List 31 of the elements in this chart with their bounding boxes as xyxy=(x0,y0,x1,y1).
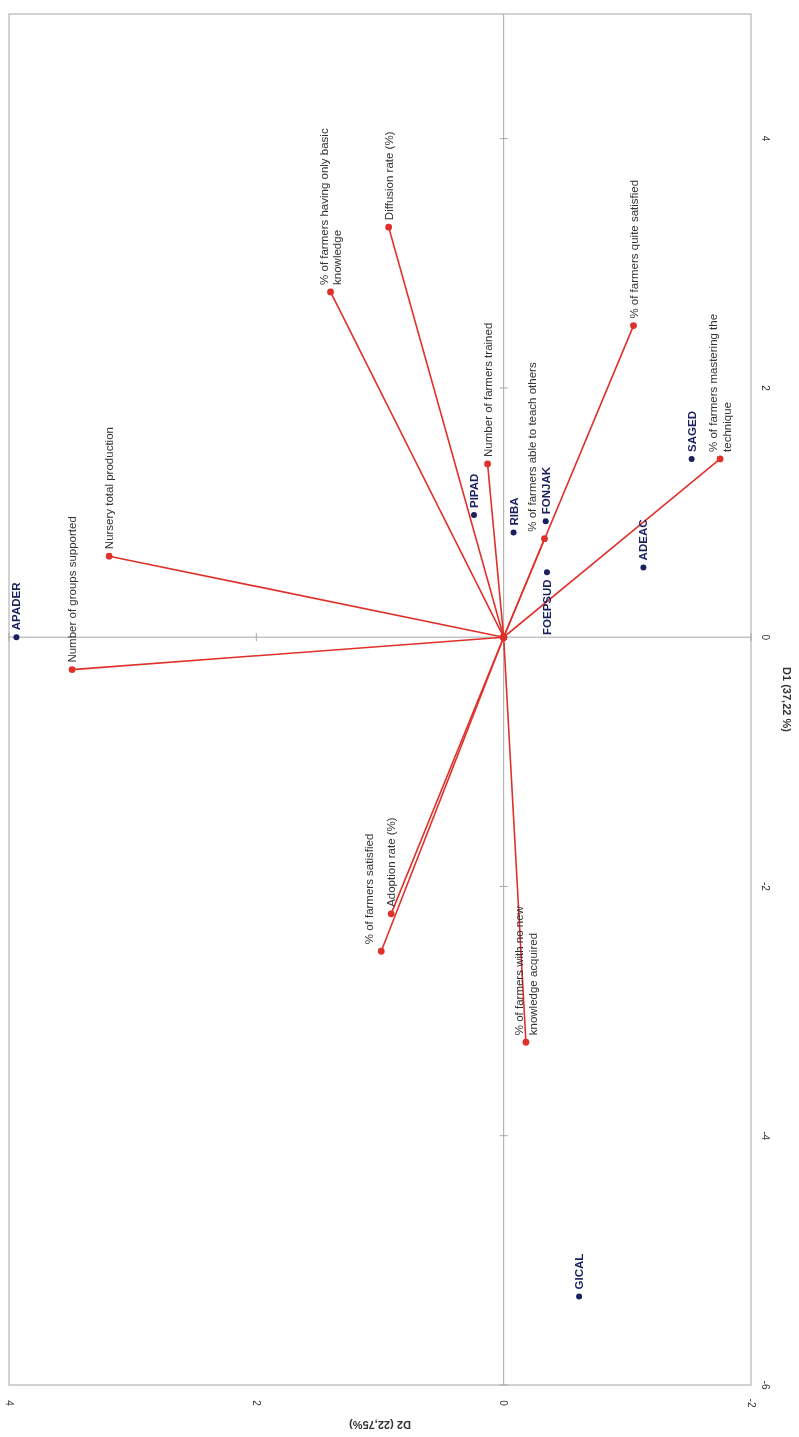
x-tick-label: 2 xyxy=(250,1400,262,1407)
text: Diffusion rate (%) xyxy=(382,131,395,221)
text: RIBA xyxy=(507,497,520,526)
x-tick-label: 4 xyxy=(3,1400,15,1407)
text: % of farmers having only basic knowledge xyxy=(317,128,344,285)
text: SAGED xyxy=(685,411,698,452)
y-tick-label: 0 xyxy=(759,634,771,641)
text: FOEPSUD xyxy=(540,579,553,635)
y-tick-label: 2 xyxy=(759,385,771,392)
y-tick-label: -4 xyxy=(759,1131,771,1141)
text: APADER xyxy=(10,581,23,631)
text: % of farmers mastering the technique xyxy=(707,313,733,452)
text: Number of farmers trained xyxy=(481,322,494,457)
text: % of farmers quite satisfied xyxy=(627,179,640,319)
text: Adoption rate (%) xyxy=(385,817,398,907)
y-axis-title: D1 (37,22 %) xyxy=(781,667,793,733)
text: % of farmers satisfied xyxy=(363,833,376,945)
text: % of farmers able to teach others xyxy=(526,362,539,532)
x-axis-title: D2 (22,75%) xyxy=(348,1419,411,1431)
y-tick-label: -2 xyxy=(759,882,771,892)
text: FONJAK xyxy=(539,466,552,515)
y-tick-label: 4 xyxy=(759,135,771,142)
text: Number of groups supported xyxy=(66,516,79,663)
text: GICAL xyxy=(573,1253,586,1290)
text: PIPAD xyxy=(467,473,480,509)
y-tick-label: -6 xyxy=(759,1380,771,1390)
text: ADEAC xyxy=(637,519,650,561)
text: % of farmers with no new knowledge acquired xyxy=(513,905,539,1036)
x-tick-label: 0 xyxy=(498,1400,510,1407)
text: Nursery total production xyxy=(103,427,116,550)
x-tick-label: -2 xyxy=(745,1398,757,1408)
